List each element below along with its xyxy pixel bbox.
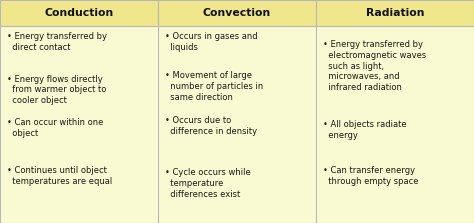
Text: Convection: Convection	[203, 8, 271, 18]
Text: • Occurs in gases and
  liquids: • Occurs in gases and liquids	[165, 32, 258, 52]
Text: • All objects radiate
  energy: • All objects radiate energy	[323, 120, 407, 140]
Text: • Can transfer energy
  through empty space: • Can transfer energy through empty spac…	[323, 166, 419, 186]
Text: • Continues until object
  temperatures are equal: • Continues until object temperatures ar…	[7, 166, 112, 186]
Bar	[0, 0, 158, 26]
Text: • Energy transferred by
  direct contact: • Energy transferred by direct contact	[7, 32, 107, 52]
Text: • Cycle occurs while
  temperature
  differences exist: • Cycle occurs while temperature differe…	[165, 168, 251, 199]
Text: Radiation: Radiation	[366, 8, 424, 18]
Text: • Can occur within one
  object: • Can occur within one object	[7, 118, 103, 138]
Text: • Occurs due to
  difference in density: • Occurs due to difference in density	[165, 116, 257, 136]
Text: • Movement of large
  number of particles in
  same direction: • Movement of large number of particles …	[165, 71, 264, 102]
Bar	[158, 0, 316, 26]
Text: Conduction: Conduction	[45, 8, 114, 18]
Text: • Energy transferred by
  electromagnetic waves
  such as light,
  microwaves, a: • Energy transferred by electromagnetic …	[323, 40, 426, 92]
Bar	[316, 0, 474, 26]
Text: • Energy flows directly
  from warmer object to
  cooler object: • Energy flows directly from warmer obje…	[7, 75, 107, 105]
